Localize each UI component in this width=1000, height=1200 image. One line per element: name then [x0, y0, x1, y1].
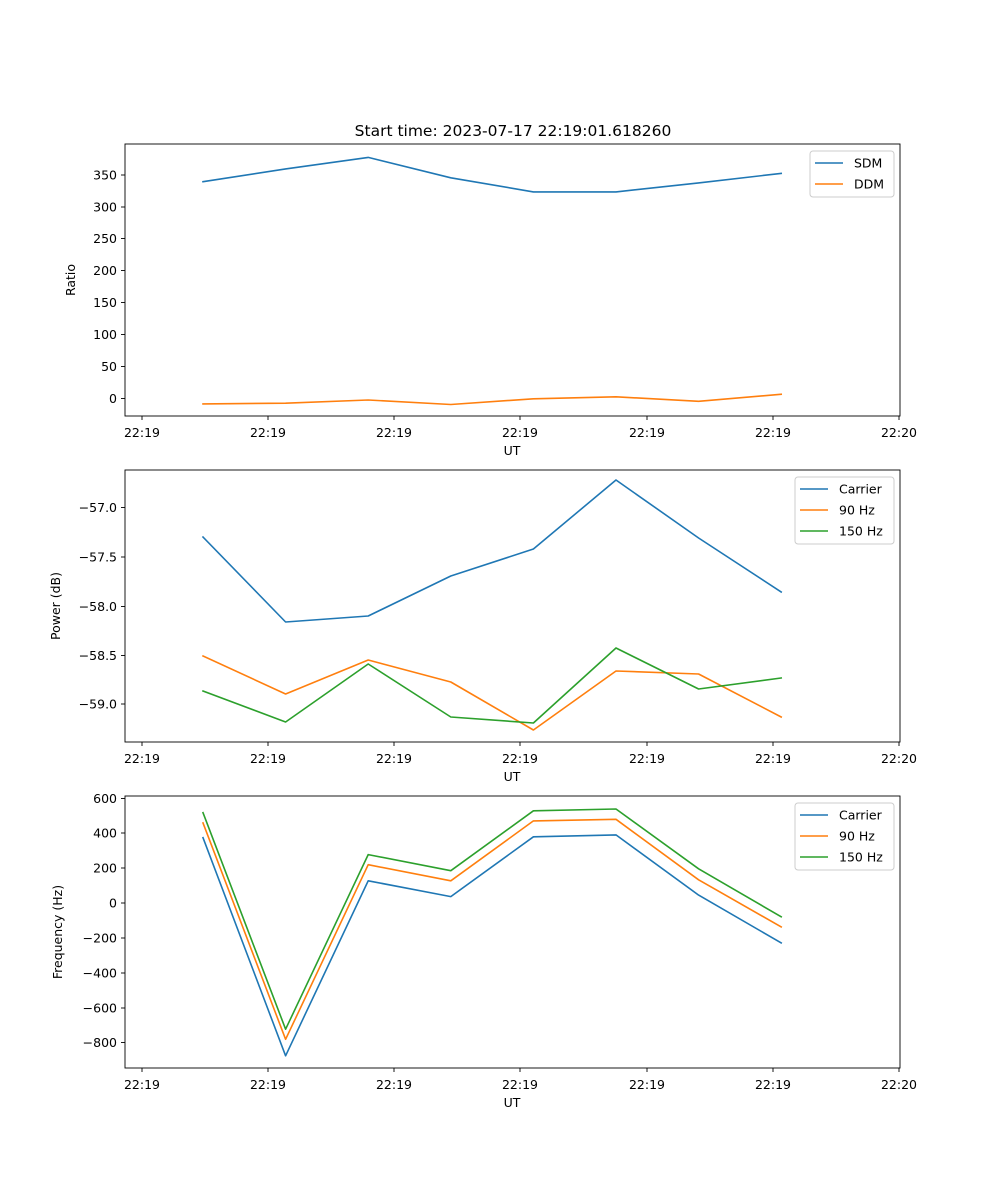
- y-axis-label: Power (dB): [48, 572, 63, 640]
- y-tick-label: −200: [83, 931, 117, 946]
- x-tick-label: 22:19: [502, 425, 538, 440]
- x-tick-label: 22:19: [629, 751, 665, 766]
- y-tick-label: 600: [93, 791, 117, 806]
- axes-frame: [124, 795, 901, 1069]
- axes-frame: [124, 143, 901, 417]
- x-tick-label: 22:19: [629, 1077, 665, 1092]
- legend-label: SDM: [854, 156, 882, 171]
- legend-box: [794, 476, 895, 545]
- y-tick-label: 0: [109, 896, 117, 911]
- legend-label: Carrier: [839, 808, 883, 823]
- series-line-90-hz: [201, 654, 783, 731]
- frequency-panel: 22:19 22:19 22:19 22:19 22:19 22:19 22:20 600 40…: [50, 791, 917, 1110]
- x-tick-label: 22:19: [629, 425, 665, 440]
- x-tick-label: 22:19: [755, 1077, 791, 1092]
- y-tick-label: 150: [93, 295, 117, 310]
- series-line-sdm: [202, 156, 783, 193]
- x-axis-label: UT: [504, 443, 521, 458]
- y-tick-label: 200: [93, 263, 117, 278]
- series-line-90-hz: [201, 818, 783, 1041]
- legend-label: 150 Hz: [839, 524, 883, 539]
- y-axis-label: Ratio: [63, 264, 78, 296]
- y-tick-label: 350: [93, 168, 117, 183]
- x-tick-label: 22:19: [124, 751, 160, 766]
- x-tick-label: 22:19: [755, 751, 791, 766]
- series-line-150-hz: [201, 647, 783, 724]
- x-tick-label: 22:20: [881, 425, 917, 440]
- y-tick-label: 200: [93, 861, 117, 876]
- x-axis-label: UT: [504, 1095, 521, 1110]
- series-line-150-hz: [201, 808, 783, 1030]
- x-axis-label: UT: [504, 769, 521, 784]
- series-line-carrier: [201, 834, 783, 1057]
- ratio-panel: 22:19 22:19 22:19 22:19 22:19 22:19 22:20 0 50 10…: [63, 143, 917, 458]
- axes-frame: [124, 469, 901, 743]
- y-tick-label: −600: [83, 1001, 117, 1016]
- legend-box: [794, 802, 895, 871]
- y-tick-label: −58.5: [79, 648, 117, 663]
- y-tick-label: 250: [93, 231, 117, 246]
- series-line-carrier: [201, 479, 783, 623]
- y-tick-label: −800: [83, 1035, 117, 1050]
- y-tick-label: −57.5: [79, 550, 117, 565]
- y-tick-label: −58.0: [79, 599, 117, 614]
- y-tick-label: −400: [83, 966, 117, 981]
- legend-label: 90 Hz: [839, 829, 875, 844]
- x-tick-label: 22:19: [250, 751, 286, 766]
- figure-title: Start time: 2023-07-17 22:19:01.618260: [355, 122, 672, 140]
- x-tick-label: 22:19: [502, 751, 538, 766]
- x-tick-label: 22:19: [376, 425, 412, 440]
- x-tick-label: 22:19: [250, 1077, 286, 1092]
- power-panel: 22:19 22:19 22:19 22:19 22:19 22:19 22:20 −57.0…: [48, 469, 917, 784]
- x-tick-label: 22:20: [881, 751, 917, 766]
- legend-label: 150 Hz: [839, 850, 883, 865]
- y-tick-label: 0: [109, 391, 117, 406]
- y-tick-label: 100: [93, 327, 117, 342]
- y-tick-label: −59.0: [79, 697, 117, 712]
- y-tick-label: 400: [93, 826, 117, 841]
- y-tick-label: −57.0: [79, 500, 117, 515]
- y-tick-label: 300: [93, 200, 117, 215]
- x-tick-label: 22:19: [124, 425, 160, 440]
- series-line-ddm: [202, 393, 783, 406]
- x-tick-label: 22:19: [376, 1077, 412, 1092]
- x-tick-label: 22:19: [124, 1077, 160, 1092]
- x-tick-label: 22:20: [881, 1077, 917, 1092]
- x-tick-label: 22:19: [755, 425, 791, 440]
- x-tick-label: 22:19: [250, 425, 286, 440]
- legend-label: Carrier: [839, 482, 883, 497]
- x-tick-label: 22:19: [376, 751, 412, 766]
- y-tick-label: 50: [101, 359, 117, 374]
- y-axis-label: Frequency (Hz): [50, 885, 65, 979]
- legend-label: 90 Hz: [839, 503, 875, 518]
- x-tick-label: 22:19: [502, 1077, 538, 1092]
- legend-label: DDM: [854, 177, 884, 192]
